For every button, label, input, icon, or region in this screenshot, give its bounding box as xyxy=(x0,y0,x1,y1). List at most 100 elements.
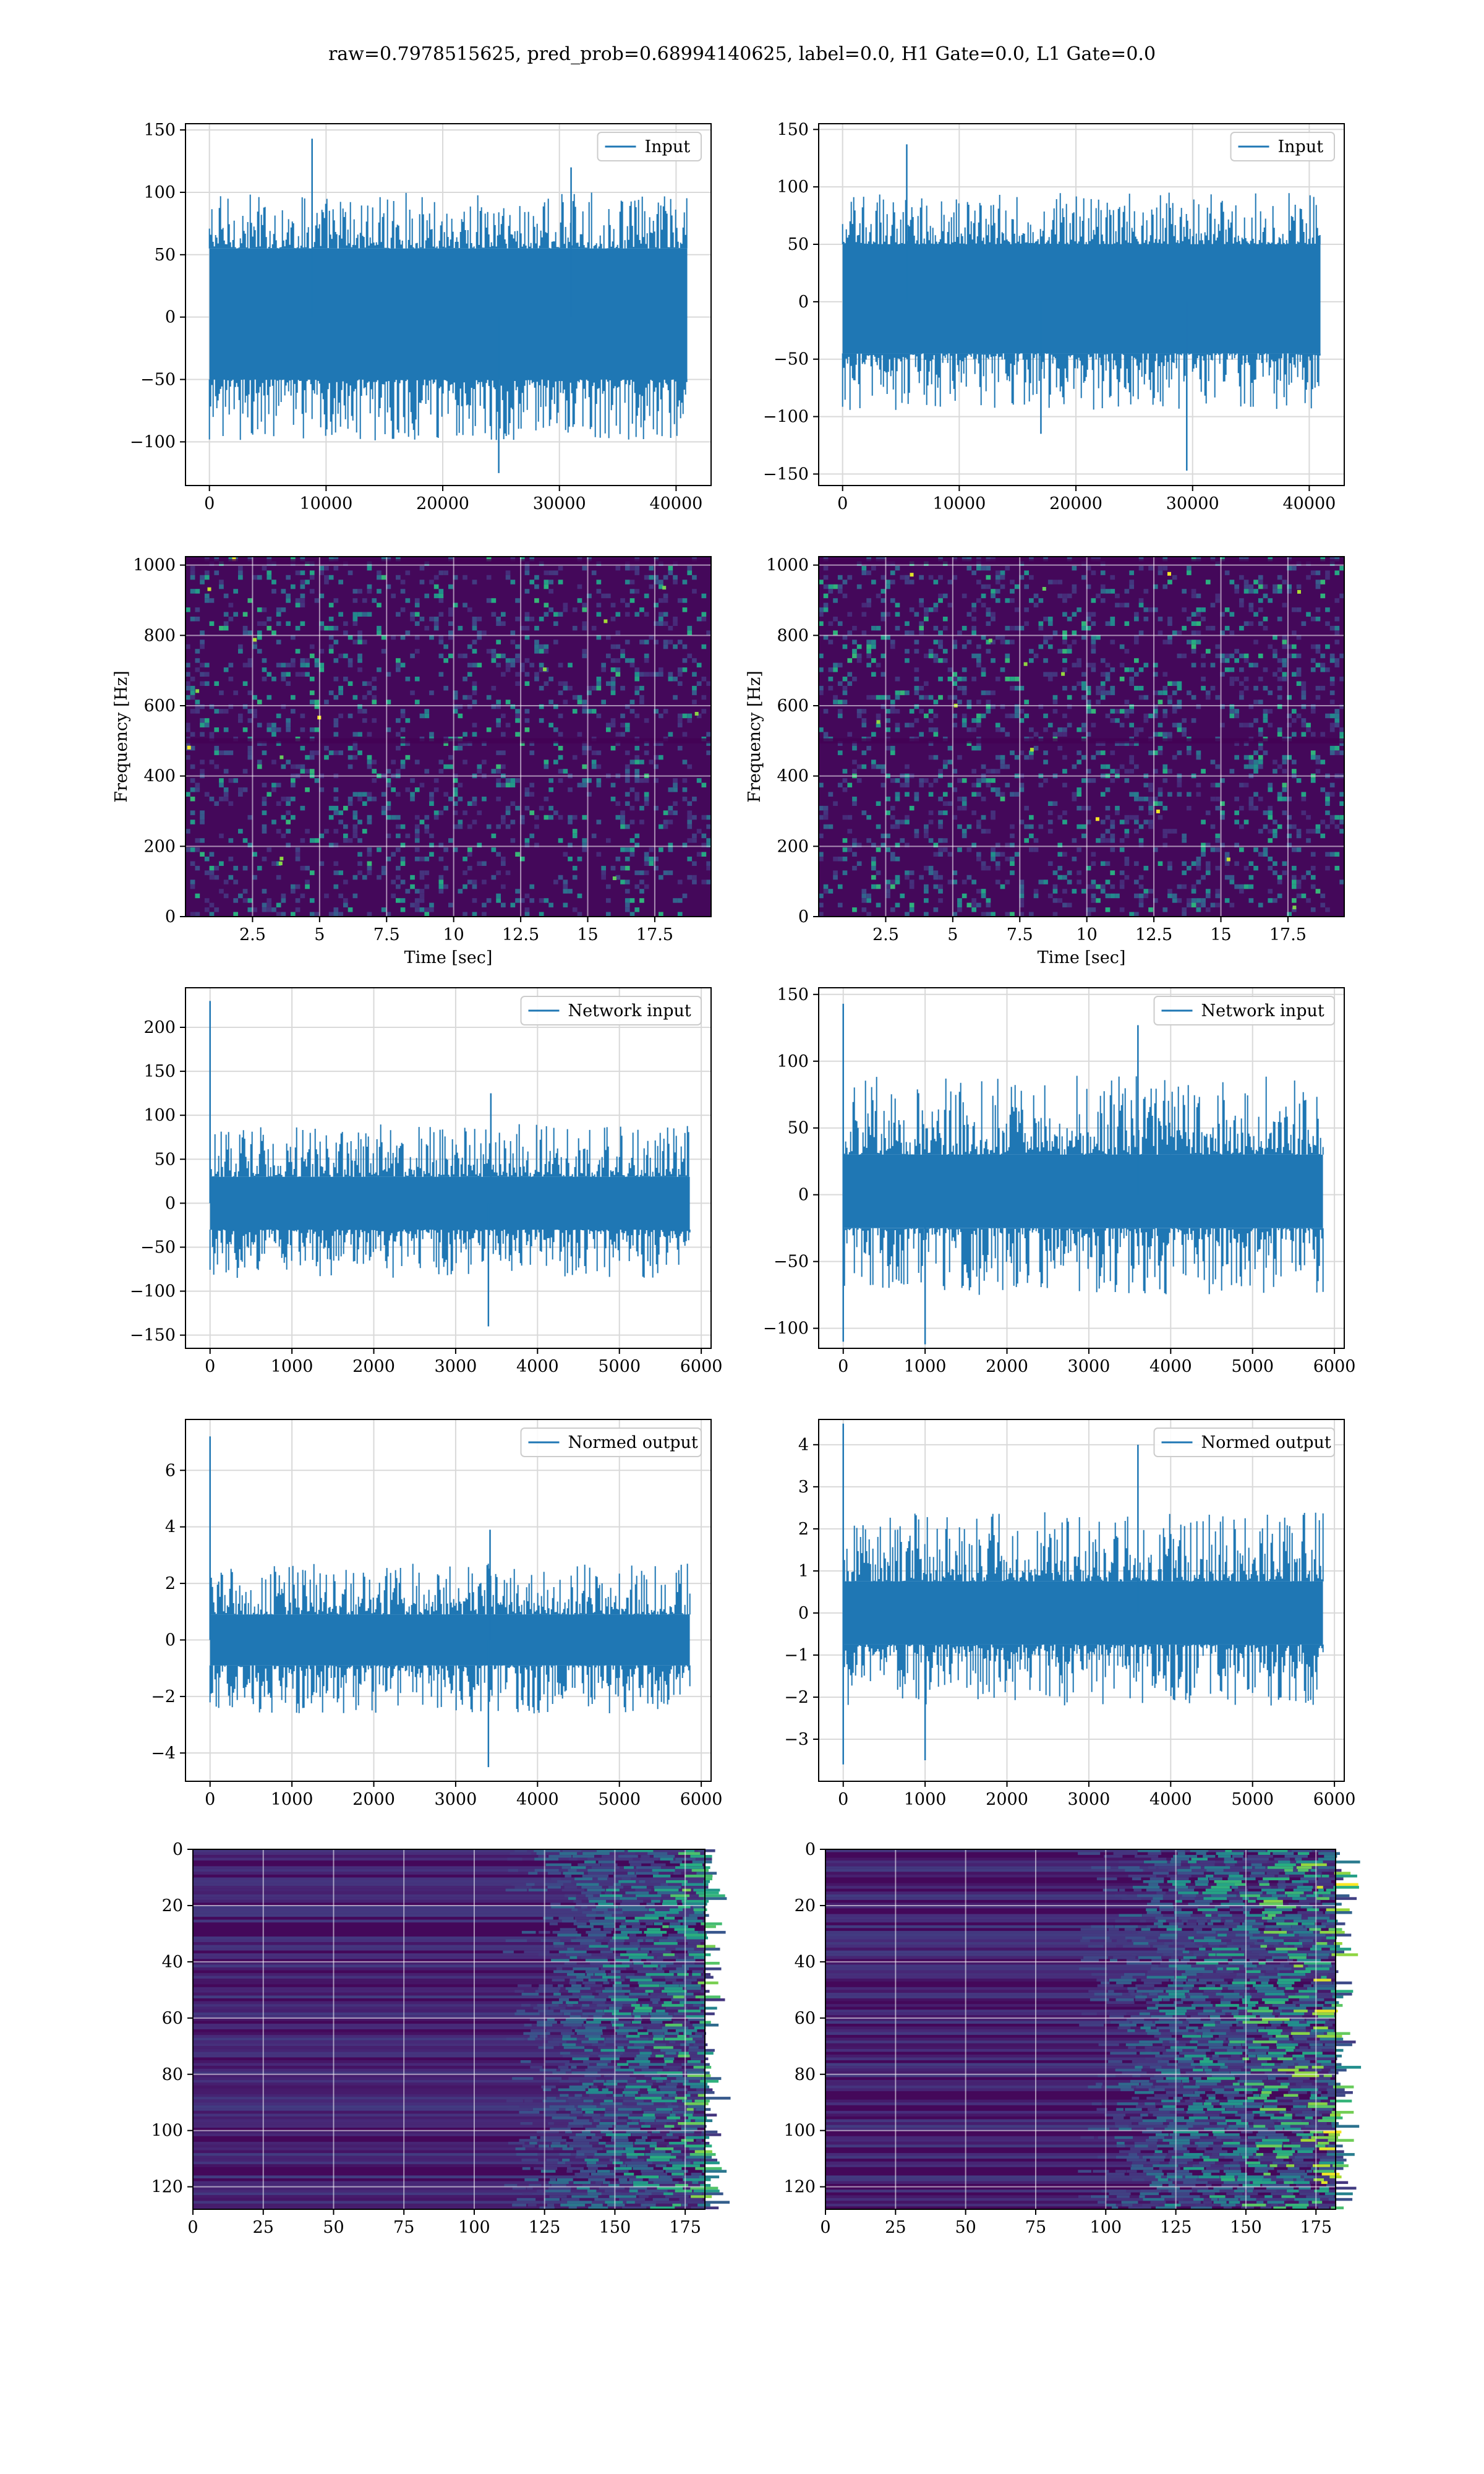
heatmap-streak xyxy=(633,1961,644,1965)
heatmap-cell xyxy=(1263,593,1268,599)
heatmap-cell xyxy=(1243,884,1249,889)
heatmap-cell xyxy=(357,732,362,737)
heatmap-cell xyxy=(1153,769,1158,774)
heatmap-cell xyxy=(1086,625,1091,631)
heatmap-cell xyxy=(262,658,267,663)
heatmap-cell xyxy=(919,630,924,635)
heatmap-cell xyxy=(372,797,377,802)
heatmap-cell xyxy=(823,810,829,815)
x-tick-label: 2.5 xyxy=(239,925,266,944)
heatmap-cell xyxy=(881,695,886,700)
heatmap-cell xyxy=(1234,658,1239,663)
heatmap-cell xyxy=(1067,557,1072,562)
heatmap-cell xyxy=(682,778,688,783)
legend-label: Normed output xyxy=(568,1433,698,1452)
heatmap-cell xyxy=(247,709,253,714)
heatmap-cell xyxy=(1062,658,1067,663)
heatmap-cell xyxy=(1024,584,1029,589)
y-tick-label: −50 xyxy=(774,350,809,369)
heatmap-cell xyxy=(410,612,415,617)
heatmap-cell xyxy=(962,718,967,723)
heatmap-cell xyxy=(324,580,329,584)
heatmap-cell xyxy=(486,695,492,700)
heatmap-cell xyxy=(1273,870,1277,875)
heatmap-cell xyxy=(866,653,871,659)
heatmap-cell xyxy=(386,833,391,839)
heatmap-cell xyxy=(1115,741,1120,746)
heatmap-cell xyxy=(1062,612,1067,617)
heatmap-streak xyxy=(605,2110,633,2114)
heatmap-cell xyxy=(539,685,544,691)
heatmap-streak xyxy=(1148,1852,1162,1856)
heatmap-streak xyxy=(625,1852,636,1856)
heatmap-streak xyxy=(639,2195,649,2198)
heatmap-cell xyxy=(228,875,234,880)
heatmap-cell xyxy=(448,902,453,908)
heatmap-cell xyxy=(391,760,396,764)
heatmap-cell xyxy=(396,662,401,668)
heatmap-cell xyxy=(200,760,205,764)
heatmap-cell xyxy=(634,792,640,797)
heatmap-streak xyxy=(692,1973,701,1976)
heatmap-row xyxy=(193,1877,705,1881)
heatmap-streak xyxy=(645,2189,668,2193)
heatmap-streak xyxy=(656,1967,663,1971)
figure-title: raw=0.7978515625, pred_prob=0.6899414062… xyxy=(328,43,1156,65)
heatmap-cell xyxy=(1105,861,1111,866)
heatmap-row xyxy=(193,1975,705,1979)
heatmap-streak xyxy=(637,2032,649,2035)
heatmap-streak xyxy=(561,1866,571,1869)
heatmap-streak xyxy=(1333,1886,1359,1889)
x-tick-label: 5 xyxy=(314,925,325,944)
heatmap-cell xyxy=(938,810,943,815)
heatmap-streak xyxy=(626,2130,647,2134)
heatmap-streak xyxy=(600,2057,620,2061)
heatmap-streak xyxy=(570,1866,586,1869)
heatmap-streak xyxy=(669,1925,688,1928)
x-tick-label: 2000 xyxy=(986,1790,1028,1809)
y-tick-label: 200 xyxy=(143,1018,176,1037)
heatmap-cell xyxy=(981,764,986,769)
heatmap-cell xyxy=(885,695,890,700)
heatmap-streak xyxy=(663,2066,682,2069)
heatmap-cell xyxy=(1134,829,1139,834)
heatmap-cell xyxy=(482,741,487,746)
heatmap-cell xyxy=(186,741,190,746)
heatmap-streak xyxy=(581,2147,603,2151)
heatmap-cell xyxy=(223,727,229,732)
heatmap-streak xyxy=(574,2172,590,2176)
heatmap-cell xyxy=(524,893,530,899)
heatmap-hotspot xyxy=(988,638,992,643)
heatmap-cell xyxy=(438,612,444,617)
heatmap-cell xyxy=(515,681,520,686)
heatmap-cell xyxy=(448,557,453,562)
heatmap-streak xyxy=(591,1866,620,1869)
heatmap-streak xyxy=(565,1945,582,1948)
heatmap-streak xyxy=(702,2170,727,2173)
heatmap-cell xyxy=(957,907,962,912)
heatmap-cell xyxy=(971,718,976,723)
heatmap-streak xyxy=(602,2088,608,2092)
heatmap-cell xyxy=(424,907,430,912)
heatmap-streak xyxy=(1135,1855,1159,1858)
heatmap-cell xyxy=(209,902,215,908)
heatmap-cell xyxy=(558,662,563,668)
heatmap-cell xyxy=(1234,649,1239,654)
heatmap-cell xyxy=(663,598,668,603)
heatmap-streak xyxy=(582,2082,594,2086)
heatmap-streak xyxy=(1293,1888,1312,1892)
heatmap-cell xyxy=(377,630,382,635)
heatmap-cell xyxy=(1167,640,1172,644)
heatmap-streak xyxy=(628,1956,654,1959)
heatmap-streak xyxy=(1214,1905,1230,1909)
heatmap-cell xyxy=(644,658,649,663)
heatmap-streak xyxy=(669,2130,694,2134)
heatmap-cell xyxy=(1110,685,1115,691)
heatmap-streak xyxy=(663,2192,673,2196)
heatmap-row xyxy=(193,1894,705,1898)
heatmap-cell xyxy=(1248,797,1254,802)
heatmap-cell xyxy=(482,912,487,917)
heatmap-cell xyxy=(424,884,430,889)
heatmap-cell xyxy=(1162,713,1168,719)
heatmap-cell xyxy=(391,880,396,884)
